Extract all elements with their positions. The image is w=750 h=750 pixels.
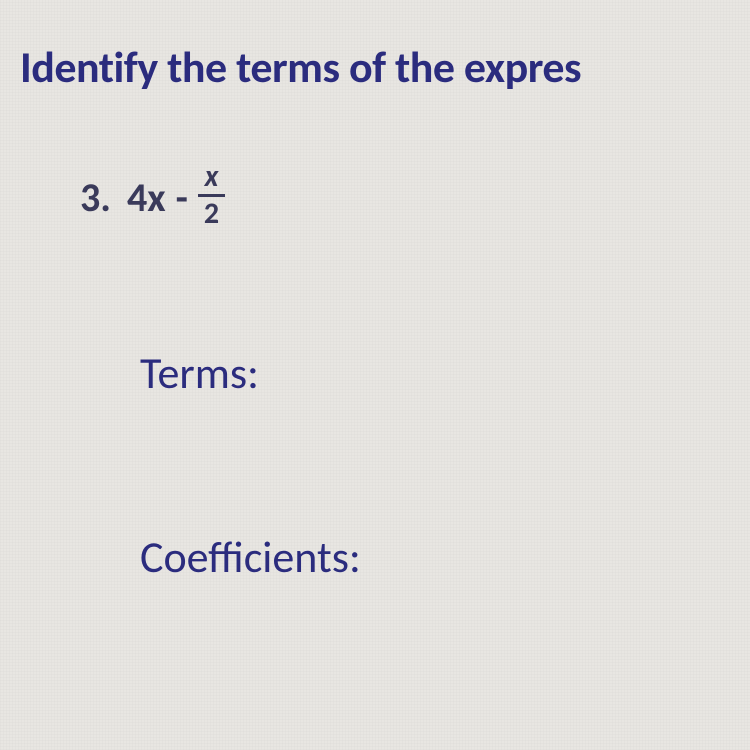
instruction-heading: Identify the terms of the expres	[20, 40, 750, 94]
fraction-denominator: 2	[198, 197, 225, 229]
terms-label: Terms:	[80, 346, 750, 400]
expression-first-term: 4x	[127, 173, 166, 222]
fraction: x 2	[198, 162, 225, 229]
document-content: Identify the terms of the expres 3. 4x -…	[0, 0, 750, 584]
expression-line: 3. 4x - x 2	[80, 164, 750, 231]
fraction-numerator: x	[199, 162, 225, 194]
problem-3: 3. 4x - x 2 Terms: Coefficients:	[20, 164, 750, 584]
problem-number: 3.	[80, 173, 111, 222]
minus-operator: -	[176, 173, 188, 222]
coefficients-label: Coefficients:	[80, 530, 750, 584]
